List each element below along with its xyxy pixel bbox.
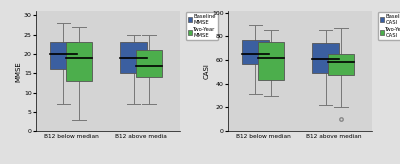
- Bar: [66, 42, 92, 81]
- Bar: [50, 42, 77, 69]
- Bar: [328, 54, 354, 75]
- Y-axis label: CASI: CASI: [204, 63, 210, 79]
- Bar: [242, 40, 269, 64]
- Bar: [312, 43, 339, 73]
- Y-axis label: MMSE: MMSE: [15, 61, 21, 82]
- Bar: [136, 50, 162, 77]
- Legend: Baseline
MMSE, Two-Year
MMSE: Baseline MMSE, Two-Year MMSE: [186, 12, 218, 40]
- Legend: Baseline
CASI, Two-Year
CASI: Baseline CASI, Two-Year CASI: [378, 12, 400, 40]
- Bar: [120, 42, 147, 73]
- Bar: [258, 42, 284, 80]
